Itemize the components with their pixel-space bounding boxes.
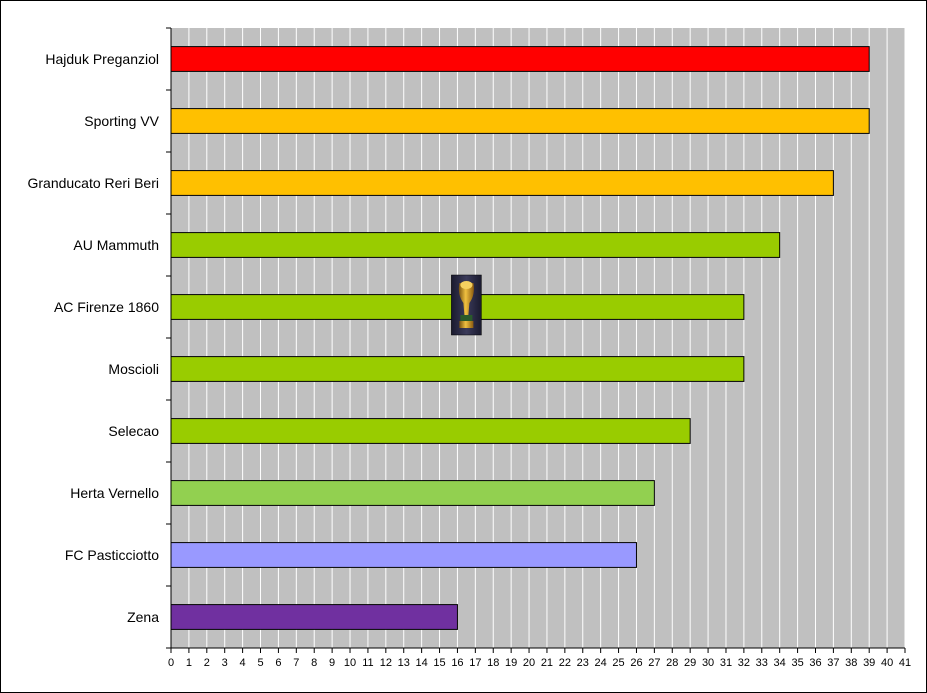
x-tick-label: 5: [257, 657, 263, 669]
x-tick-label: 8: [311, 657, 317, 669]
x-tick-label: 29: [684, 657, 696, 669]
category-label: Herta Vernello: [70, 485, 159, 501]
x-tick-label: 40: [881, 657, 893, 669]
category-label: AC Firenze 1860: [54, 299, 159, 315]
x-tick-label: 2: [204, 657, 210, 669]
x-tick-label: 26: [630, 657, 642, 669]
bar: [170, 542, 637, 568]
x-tick-label: 6: [275, 657, 281, 669]
x-tick-label: 3: [222, 657, 228, 669]
category-label: Selecao: [108, 423, 159, 439]
trophy-globe: [460, 281, 473, 289]
x-tick-label: 25: [612, 657, 624, 669]
x-tick-label: 33: [756, 657, 768, 669]
trophy-base-ring: [460, 315, 473, 321]
bar: [170, 170, 834, 196]
x-tick-label: 36: [809, 657, 821, 669]
x-tick-label: 4: [240, 657, 246, 669]
category-label: Granducato Reri Beri: [27, 175, 159, 191]
x-tick-label: 31: [720, 657, 732, 669]
x-tick-label: 37: [827, 657, 839, 669]
axes: [166, 27, 906, 653]
bar: [170, 480, 655, 506]
x-tick-label: 41: [899, 657, 911, 669]
category-label: AU Mammuth: [73, 237, 159, 253]
x-tick-label: 0: [168, 657, 174, 669]
x-tick-label: 27: [648, 657, 660, 669]
x-tick-label: 17: [469, 657, 481, 669]
x-tick-label: 13: [398, 657, 410, 669]
trophy-base: [459, 321, 474, 328]
x-tick-label: 19: [505, 657, 517, 669]
x-tick-label: 20: [523, 657, 535, 669]
x-tick-label: 12: [380, 657, 392, 669]
x-tick-label: 7: [293, 657, 299, 669]
x-tick-label: 18: [487, 657, 499, 669]
bar: [170, 356, 745, 382]
x-tick-label: 22: [559, 657, 571, 669]
x-tick-label: 10: [344, 657, 356, 669]
bar: [170, 108, 870, 134]
category-label: Hajduk Preganziol: [45, 51, 159, 67]
x-tick-label: 11: [362, 657, 373, 669]
x-tick-label: 21: [541, 657, 553, 669]
x-tick-label: 28: [666, 657, 678, 669]
trophy-icon: [451, 274, 482, 336]
category-label: FC Pasticciotto: [65, 547, 159, 563]
x-tick-label: 39: [863, 657, 875, 669]
x-tick-label: 16: [451, 657, 463, 669]
trophy-cup: [458, 283, 474, 315]
x-tick-labels: 0 1 2 3 4 5 6 7 8 9 10 11 12 13 14 15 16 17 18 19 20 21 22 23 24…: [168, 657, 911, 669]
x-tick-label: 34: [774, 657, 786, 669]
x-tick-label: 9: [329, 657, 335, 669]
x-tick-label: 32: [738, 657, 750, 669]
category-label: Zena: [127, 609, 159, 625]
x-tick-label: 35: [791, 657, 803, 669]
x-tick-label: 24: [595, 657, 607, 669]
bar: [170, 604, 458, 630]
category-label: Moscioli: [108, 361, 159, 377]
x-tick-label: 23: [577, 657, 589, 669]
bars: [170, 46, 870, 630]
bar: [170, 418, 691, 444]
bar: [170, 232, 781, 258]
x-tick-label: 15: [433, 657, 445, 669]
category-label: Sporting VV: [84, 113, 159, 129]
x-tick-label: 1: [186, 657, 192, 669]
category-labels: Hajduk Preganziol Sporting VV Granducato R…: [27, 51, 159, 625]
x-tick-label: 14: [416, 657, 428, 669]
bar: [170, 46, 870, 72]
x-tick-label: 30: [702, 657, 714, 669]
x-tick-label: 38: [845, 657, 857, 669]
